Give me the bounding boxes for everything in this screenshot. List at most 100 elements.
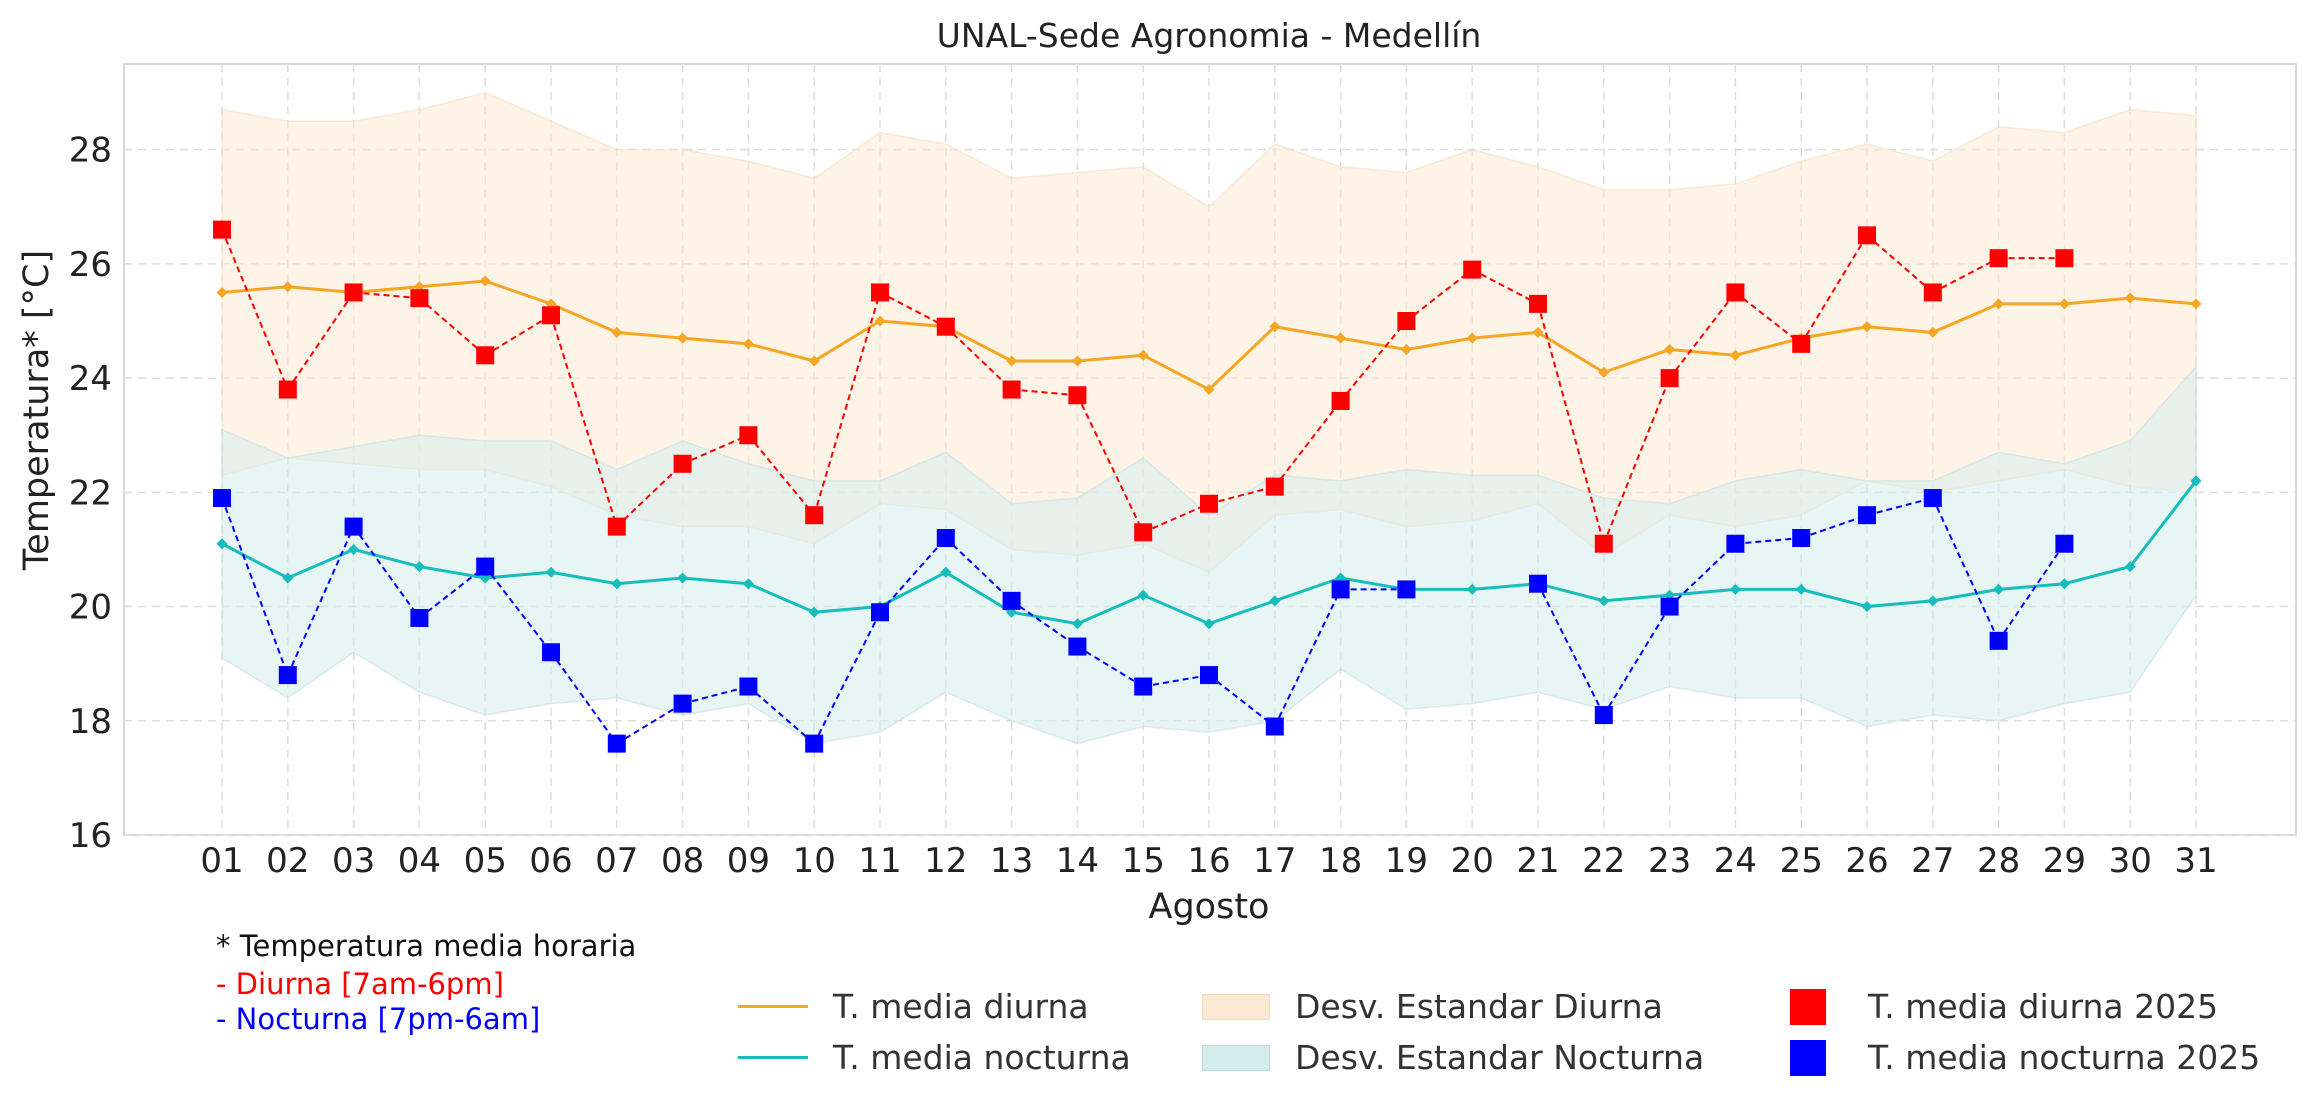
series-line-diurna-2025 xyxy=(1339,320,1408,402)
x-tick-label: 28 xyxy=(1977,841,2020,881)
point-nocturna-2025 xyxy=(607,734,626,753)
point-diurna-mean xyxy=(1071,355,1083,367)
point-nocturna-2025 xyxy=(739,677,758,696)
point-diurna-2025 xyxy=(1858,226,1876,245)
series-line-diurna-2025 xyxy=(221,229,289,390)
series-line-nocturna-2025 xyxy=(1931,497,2000,642)
point-diurna-2025 xyxy=(1660,369,1679,388)
point-nocturna-2025 xyxy=(871,603,889,622)
point-diurna-2025 xyxy=(344,283,363,302)
point-diurna-mean xyxy=(1400,344,1412,356)
point-nocturna-mean xyxy=(1861,601,1873,613)
point-nocturna-mean xyxy=(216,538,228,550)
x-tick-label: 06 xyxy=(529,841,572,881)
x-tick-label: 15 xyxy=(1122,841,1165,881)
point-diurna-mean xyxy=(216,286,228,298)
point-diurna-mean xyxy=(1664,344,1676,356)
x-tick-label: 13 xyxy=(990,841,1033,881)
point-diurna-2025 xyxy=(1463,260,1482,279)
x-tick-label: 22 xyxy=(1582,841,1625,881)
y-tick-label: 22 xyxy=(69,473,112,513)
legend-label-nocturna-mean: T. media nocturna xyxy=(833,1038,1131,1077)
point-diurna-mean xyxy=(808,355,820,367)
x-tick-label: 31 xyxy=(2174,841,2217,881)
series-line-nocturna-2025 xyxy=(1602,606,1671,716)
point-diurna-2025 xyxy=(2055,249,2074,268)
point-diurna-2025 xyxy=(1529,294,1547,313)
y-tick-label: 20 xyxy=(69,588,112,628)
series-line-diurna-2025 xyxy=(484,314,552,357)
note-nocturna: - Nocturna [7pm-6am] xyxy=(216,1002,541,1036)
x-tick-label: 10 xyxy=(793,841,836,881)
x-tick-label: 24 xyxy=(1714,841,1757,881)
point-nocturna-2025 xyxy=(936,529,955,548)
point-nocturna-2025 xyxy=(1660,597,1679,616)
x-tick-label: 09 xyxy=(727,841,770,881)
point-nocturna-mean xyxy=(282,572,294,584)
legend-marker-diurna-2025 xyxy=(1790,989,1826,1025)
point-nocturna-2025 xyxy=(1726,534,1745,553)
series-line-diurna-2025 xyxy=(1932,257,2000,294)
series-line-nocturna-2025 xyxy=(747,685,815,745)
point-diurna-2025 xyxy=(1792,334,1811,353)
point-nocturna-2025 xyxy=(1529,574,1547,593)
y-axis-label: Temperatura* [°C] xyxy=(17,250,57,571)
point-diurna-mean xyxy=(742,338,754,350)
x-tick-label: 05 xyxy=(464,841,507,881)
point-diurna-2025 xyxy=(1068,386,1087,405)
point-diurna-mean xyxy=(2124,292,2136,304)
series-line-nocturna-2025 xyxy=(1208,674,1276,728)
point-diurna-2025 xyxy=(1134,523,1153,542)
point-nocturna-mean xyxy=(940,566,952,578)
point-diurna-2025 xyxy=(1200,494,1218,513)
series-line-nocturna-2025 xyxy=(945,537,1013,602)
point-diurna-2025 xyxy=(805,506,824,525)
series-line-nocturna-2025 xyxy=(616,702,684,745)
x-tick-label: 30 xyxy=(2109,841,2152,881)
point-nocturna-mean xyxy=(348,543,360,555)
legend-marker-nocturna-2025 xyxy=(1790,1040,1826,1076)
point-diurna-2025 xyxy=(1726,283,1745,302)
x-tick-label: 26 xyxy=(1845,841,1888,881)
point-diurna-2025 xyxy=(607,517,626,536)
point-nocturna-mean xyxy=(1993,583,2005,595)
point-diurna-2025 xyxy=(871,283,889,302)
legend-label-diurna-mean: T. media diurna xyxy=(833,987,1089,1026)
point-diurna-2025 xyxy=(1989,249,2008,268)
point-diurna-mean xyxy=(1137,349,1149,361)
point-diurna-mean xyxy=(1598,366,1610,378)
series-line-diurna-2025 xyxy=(418,297,486,357)
point-nocturna-2025 xyxy=(805,734,824,753)
point-nocturna-2025 xyxy=(476,557,495,576)
y-tick-label: 16 xyxy=(69,816,112,856)
point-diurna-mean xyxy=(1729,349,1741,361)
point-nocturna-mean xyxy=(1269,595,1281,607)
legend-line-nocturna xyxy=(738,1056,808,1059)
series-line-nocturna-2025 xyxy=(1800,514,1868,539)
x-tick-label: 23 xyxy=(1648,841,1691,881)
series-line-diurna-2025 xyxy=(945,325,1013,391)
y-tick-label: 24 xyxy=(69,359,112,399)
point-nocturna-mean xyxy=(1137,589,1149,601)
series-line-nocturna-2025 xyxy=(1866,497,1934,517)
point-nocturna-2025 xyxy=(1265,717,1284,736)
point-nocturna-mean xyxy=(1071,618,1083,630)
x-tick-label: 11 xyxy=(858,841,901,881)
series-line-nocturna-2025 xyxy=(1273,588,1342,727)
point-diurna-mean xyxy=(677,332,689,344)
series-line-diurna-2025 xyxy=(813,292,881,516)
point-diurna-mean xyxy=(1927,326,1939,338)
point-diurna-mean xyxy=(1269,321,1281,333)
series-line-diurna-2025 xyxy=(1866,234,1934,294)
point-diurna-mean xyxy=(2190,298,2202,310)
legend-patch-nocturna-band xyxy=(1202,1045,1270,1071)
legend-label-diurna-2025: T. media diurna 2025 xyxy=(1868,987,2219,1026)
x-tick-label: 25 xyxy=(1780,841,1823,881)
x-tick-label: 07 xyxy=(595,841,638,881)
point-nocturna-2025 xyxy=(278,666,297,685)
series-line-diurna-2025 xyxy=(682,434,749,465)
point-nocturna-2025 xyxy=(673,694,692,713)
x-tick-label: 19 xyxy=(1385,841,1428,881)
point-nocturna-mean xyxy=(1795,583,1807,595)
point-nocturna-2025 xyxy=(1792,529,1811,548)
